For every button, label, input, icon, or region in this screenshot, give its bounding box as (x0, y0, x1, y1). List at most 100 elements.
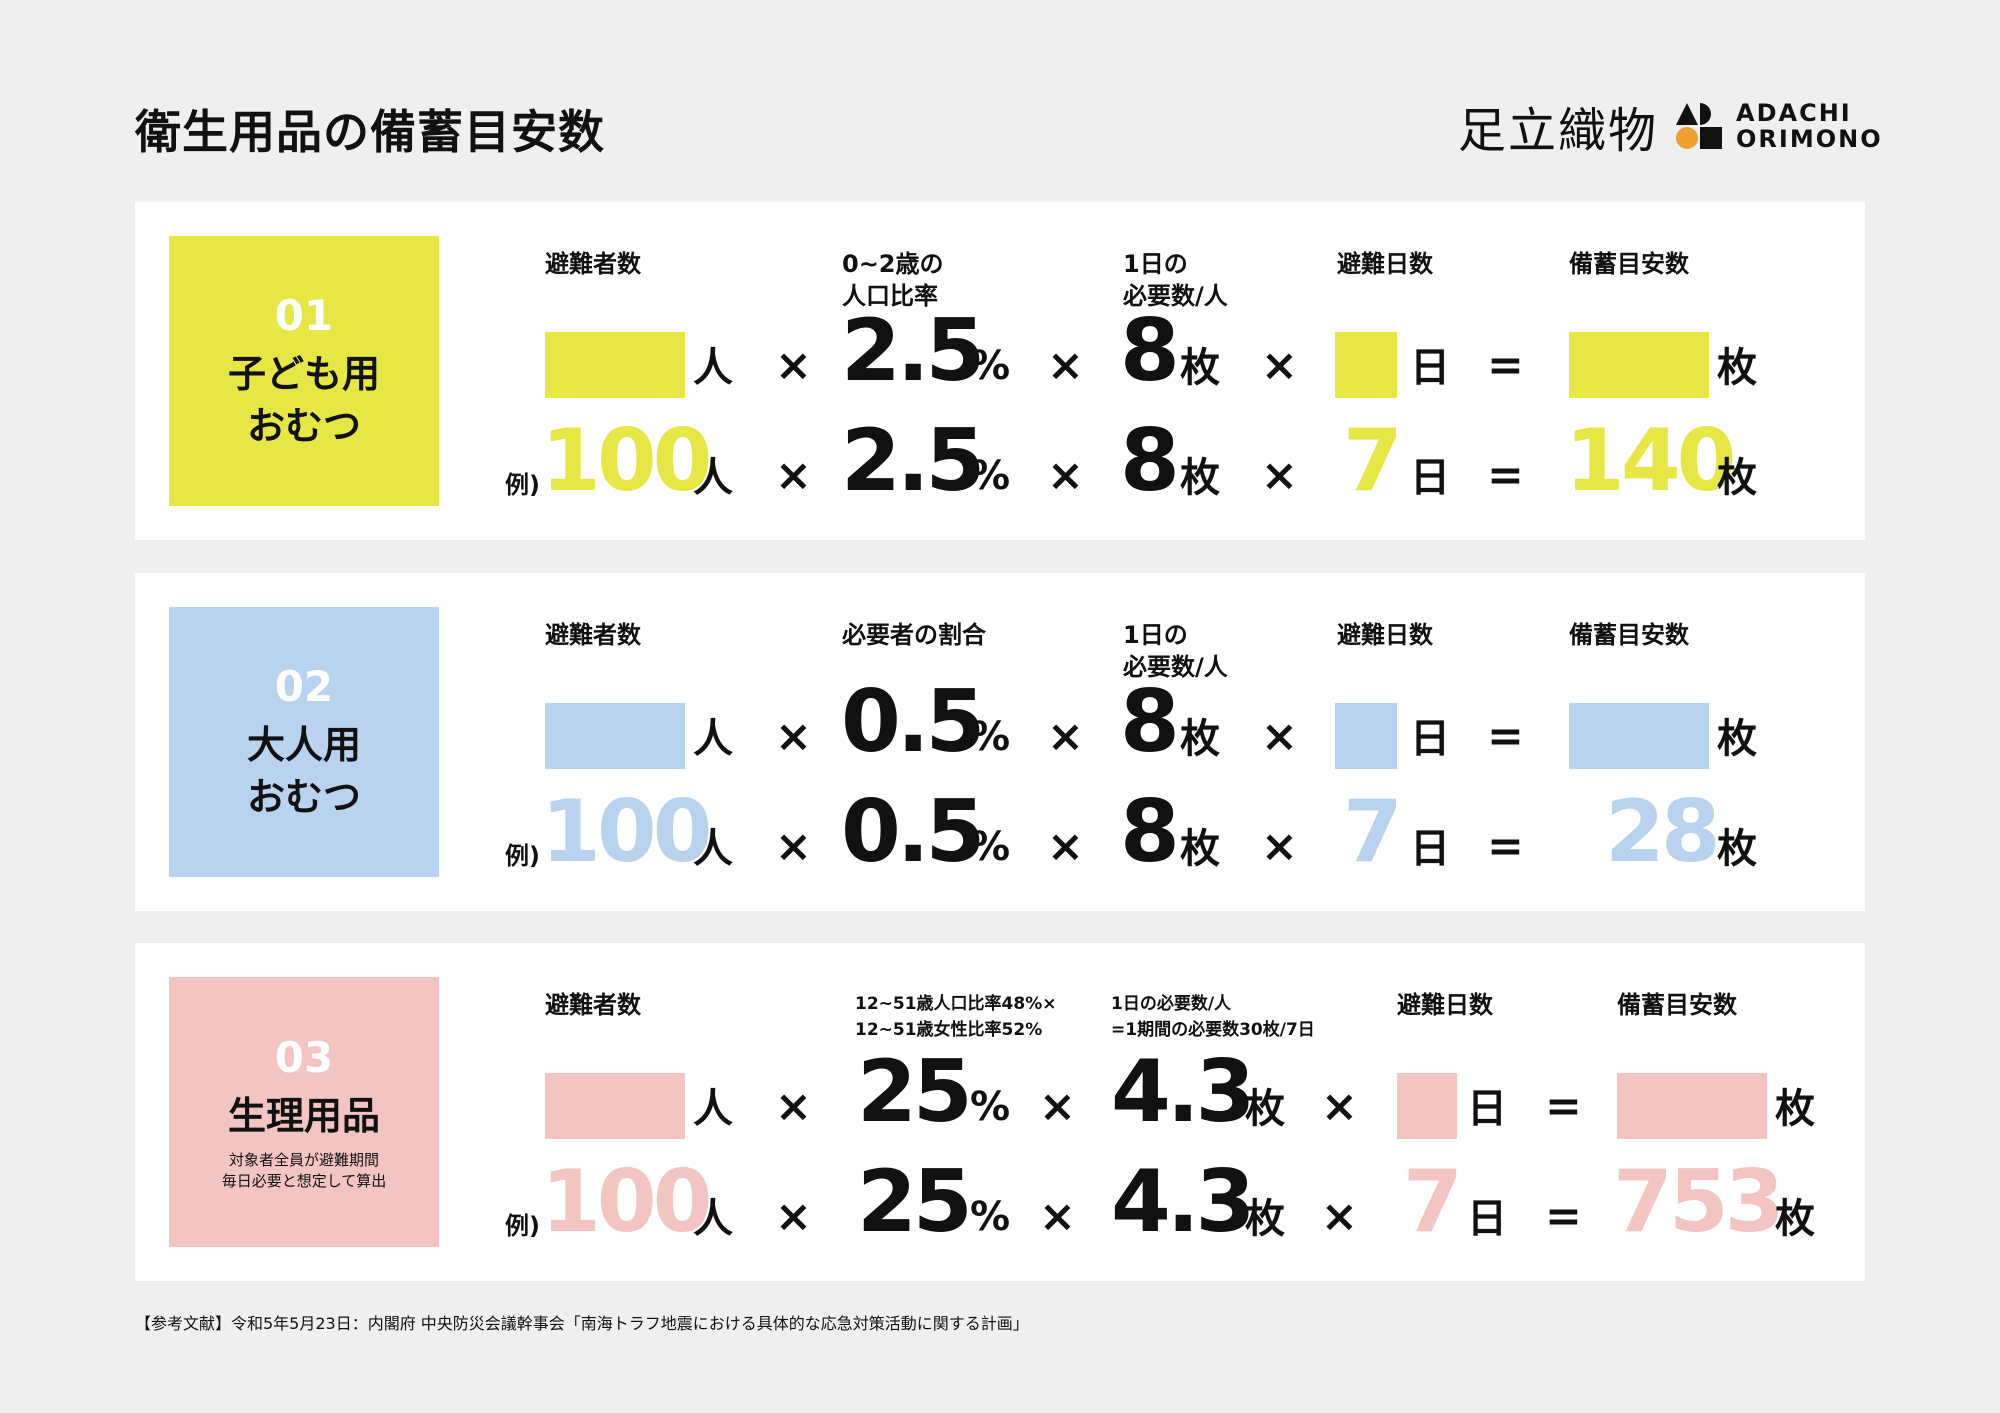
header-evacuees: 避難者数 (545, 250, 641, 278)
example-row: 例) 100 人 × 0.5 % × 8 枚 × 7 日 = 28 枚 (135, 789, 1865, 875)
category-number: 01 (274, 290, 334, 340)
times-sign: × (1047, 450, 1084, 501)
unit-pieces: 枚 (1717, 826, 1757, 872)
category-name: 子ども用 おむつ (227, 351, 380, 448)
header-daily-need: 1日の 必要数/人 (1123, 621, 1228, 681)
header-ratio: 必要者の割合 (842, 621, 986, 649)
equals-sign: = (1487, 711, 1524, 762)
reference-footnote: 【参考文献】令和5年5月23日：内閣府 中央防災会議幹事会「南海トラフ地震におけ… (135, 1314, 1029, 1333)
formula-row: 人 × 0.5 % × 8 枚 × 日 = 枚 (135, 679, 1865, 769)
category-badge: 03 生理用品 対象者全員が避難期間 毎日必要と想定して算出 (169, 977, 439, 1247)
evacuees-input-box (545, 332, 685, 398)
panel-adult-diapers: 02 大人用 おむつ 避難者数 必要者の割合 1日の 必要数/人 避難日数 備蓄目安… (135, 573, 1865, 911)
panel-kids-diapers: 01 子ども用 おむつ 避難者数 0~2歳の 人口比率 1日の 必要数/人 避難日数 … (135, 202, 1865, 540)
need-value: 8 (1120, 782, 1180, 882)
total-output-box (1617, 1073, 1767, 1139)
times-sign: × (1047, 821, 1084, 872)
percent-sign: % (970, 714, 1011, 760)
unit-people: 人 (693, 455, 733, 501)
ratio-value: 2.5 (841, 301, 985, 401)
equals-sign: = (1487, 821, 1524, 872)
formula-row: 人 × 2.5 % × 8 枚 × 日 = 枚 (135, 308, 1865, 398)
need-value: 8 (1120, 672, 1180, 772)
need-value: 4.3 (1111, 1152, 1255, 1252)
times-sign: × (1261, 711, 1298, 762)
times-sign: × (1047, 711, 1084, 762)
category-name: 大人用 おむつ (246, 722, 361, 819)
ratio-value: 2.5 (841, 411, 985, 511)
category-name: 生理用品 (227, 1093, 380, 1138)
panel-sanitary-products: 03 生理用品 対象者全員が避難期間 毎日必要と想定して算出 避難者数 12~51… (135, 943, 1865, 1281)
equals-sign: = (1487, 340, 1524, 391)
times-sign: × (1039, 1081, 1076, 1132)
times-sign: × (775, 450, 812, 501)
header-days: 避難日数 (1337, 621, 1433, 649)
header-ratio: 0~2歳の 人口比率 (842, 250, 944, 310)
header-days: 避難日数 (1397, 991, 1493, 1019)
percent-sign: % (970, 824, 1011, 870)
total-output-box (1569, 332, 1709, 398)
times-sign: × (1261, 821, 1298, 872)
example-days: 7 (1343, 411, 1403, 511)
unit-pieces: 枚 (1180, 716, 1220, 762)
unit-pieces: 枚 (1775, 1086, 1815, 1132)
example-people: 100 (541, 411, 713, 511)
need-value: 8 (1120, 301, 1180, 401)
unit-days: 日 (1410, 716, 1450, 762)
header-days: 避難日数 (1337, 250, 1433, 278)
example-total: 753 (1613, 1152, 1785, 1252)
unit-pieces: 枚 (1775, 1196, 1815, 1242)
need-value: 8 (1120, 411, 1180, 511)
example-total: 140 (1565, 411, 1737, 511)
example-days: 7 (1343, 782, 1403, 882)
brand-logo: 足立織物 ADACHI ORIMONO (1458, 96, 1883, 159)
example-total: 28 (1605, 782, 1721, 882)
days-input-box (1397, 1073, 1457, 1139)
header-evacuees: 避難者数 (545, 991, 641, 1019)
unit-people: 人 (693, 826, 733, 872)
logo-english-text: ADACHI ORIMONO (1736, 99, 1883, 153)
days-input-box (1335, 332, 1397, 398)
percent-sign: % (970, 453, 1011, 499)
times-sign: × (775, 340, 812, 391)
logo-mark-icon (1676, 103, 1723, 149)
evacuees-input-box (545, 1073, 685, 1139)
unit-pieces: 枚 (1717, 345, 1757, 391)
formula-row: 人 × 25 % × 4.3 枚 × 日 = 枚 (135, 1049, 1865, 1139)
unit-pieces: 枚 (1245, 1196, 1285, 1242)
times-sign: × (1321, 1081, 1358, 1132)
unit-people: 人 (693, 1086, 733, 1132)
example-label: 例) (505, 1212, 540, 1240)
total-output-box (1569, 703, 1709, 769)
example-label: 例) (505, 471, 540, 499)
percent-sign: % (970, 1194, 1011, 1240)
header-total: 備蓄目安数 (1569, 621, 1689, 649)
unit-people: 人 (693, 716, 733, 762)
logo-japanese-text: 足立織物 (1458, 103, 1659, 159)
header-total: 備蓄目安数 (1569, 250, 1689, 278)
unit-pieces: 枚 (1180, 826, 1220, 872)
times-sign: × (775, 1191, 812, 1242)
page-title: 衛生用品の備蓄目安数 (135, 105, 605, 159)
unit-pieces: 枚 (1180, 345, 1220, 391)
unit-days: 日 (1410, 345, 1450, 391)
times-sign: × (1261, 450, 1298, 501)
equals-sign: = (1545, 1081, 1582, 1132)
example-people: 100 (541, 1152, 713, 1252)
unit-days: 日 (1410, 826, 1450, 872)
ratio-value: 0.5 (841, 672, 985, 772)
category-number: 02 (274, 661, 334, 711)
category-note: 対象者全員が避難期間 毎日必要と想定して算出 (221, 1150, 387, 1190)
unit-days: 日 (1467, 1086, 1507, 1132)
category-badge: 02 大人用 おむつ (169, 607, 439, 877)
category-badge: 01 子ども用 おむつ (169, 236, 439, 506)
unit-pieces: 枚 (1180, 455, 1220, 501)
evacuees-input-box (545, 703, 685, 769)
unit-people: 人 (693, 345, 733, 391)
ratio-value: 25 (857, 1042, 973, 1142)
header-daily-need: 1日の 必要数/人 (1123, 250, 1228, 310)
equals-sign: = (1487, 450, 1524, 501)
header-evacuees: 避難者数 (545, 621, 641, 649)
example-row: 例) 100 人 × 2.5 % × 8 枚 × 7 日 = 140 枚 (135, 418, 1865, 504)
ratio-value: 0.5 (841, 782, 985, 882)
